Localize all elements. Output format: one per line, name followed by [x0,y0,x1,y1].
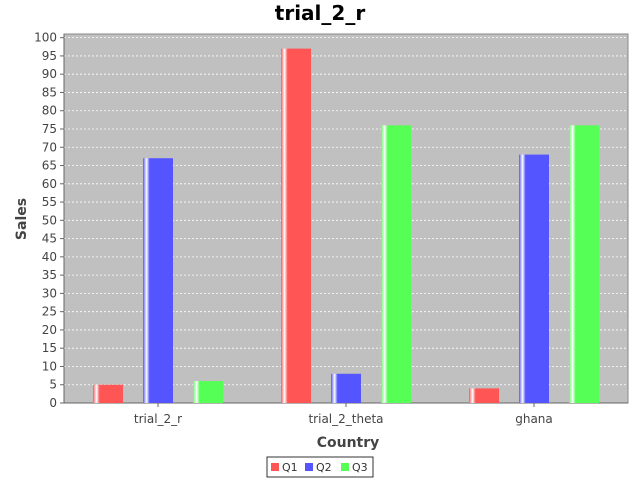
x-axis-label: Country [317,435,380,451]
bar-q1-2 [469,388,499,403]
y-tick-label: 45 [42,232,57,246]
y-axis-label: Sales [14,198,30,240]
y-tick-label: 100 [34,31,57,45]
x-tick-label: ghana [515,412,553,426]
bar-q1-1 [281,48,311,403]
y-tick-label: 15 [42,341,57,355]
legend-swatch-q3 [341,463,349,471]
bar-q3-1 [381,125,411,403]
y-tick-label: 70 [42,140,57,154]
legend-label-q1: Q1 [282,461,298,474]
legend: Q1 Q2 Q3 [266,456,374,478]
y-tick-label: 5 [49,378,57,392]
y-tick-label: 95 [42,49,57,63]
y-tick-label: 20 [42,323,57,337]
bar-q2-0 [143,158,173,403]
y-tick-label: 55 [42,195,57,209]
bar-q2-2 [519,154,549,403]
legend-label-q3: Q3 [352,461,368,474]
bar-q2-1 [331,373,361,403]
y-tick-label: 30 [42,286,57,300]
y-tick-label: 10 [42,359,57,373]
x-tick-label: trial_2_r [134,412,182,426]
y-tick-label: 0 [49,396,57,410]
plot-area: 0 5 10 15 20 25 30 35 40 45 50 55 60 65 70 75 80 85 90 95 10… [34,31,629,426]
y-tick-label: 75 [42,122,57,136]
y-tick-label: 35 [42,268,57,282]
y-tick-label: 25 [42,305,57,319]
chart-title: trial_2_r [275,1,366,25]
bar-q3-2 [569,125,599,403]
legend-label-q2: Q2 [316,461,332,474]
bar-q1-0 [93,384,123,403]
y-tick-label: 80 [42,104,57,118]
bar-q3-0 [193,381,223,403]
x-tick-label: trial_2_theta [308,412,383,426]
legend-swatch-q2 [305,463,313,471]
y-tick-label: 90 [42,67,57,81]
y-tick-label: 60 [42,177,57,191]
y-tick-label: 85 [42,85,57,99]
y-tick-label: 65 [42,159,57,173]
legend-box [266,456,374,478]
y-tick-label: 40 [42,250,57,264]
legend-swatch-q1 [271,463,279,471]
y-tick-label: 50 [42,213,57,227]
